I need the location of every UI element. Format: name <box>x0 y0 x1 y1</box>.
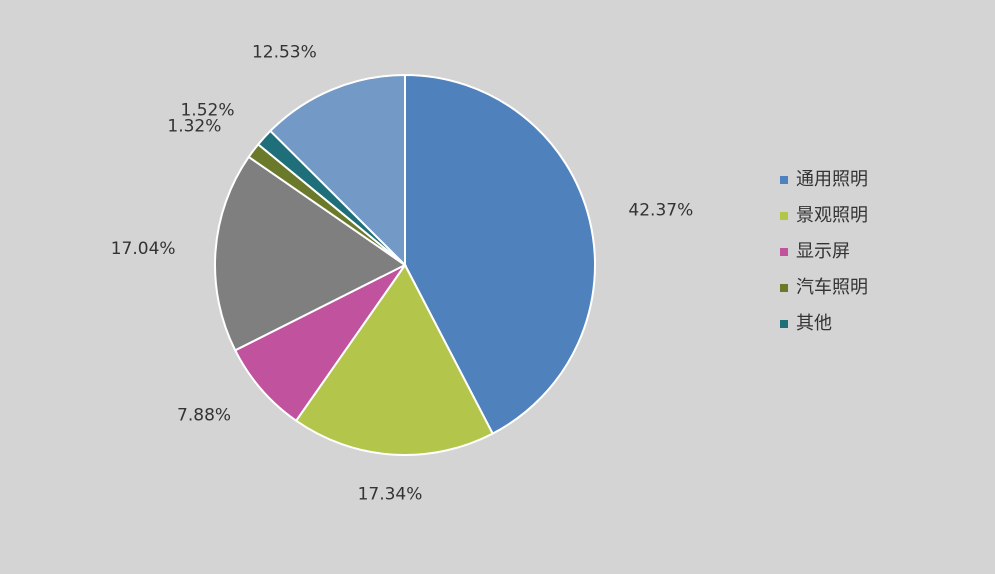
legend-label: 汽车照明 <box>796 277 868 298</box>
data-label: 12.53% <box>252 43 317 63</box>
legend-label: 显示屏 <box>796 241 850 262</box>
data-label: 17.34% <box>358 485 423 505</box>
data-label: 42.37% <box>628 200 693 220</box>
legend-label: 景观照明 <box>796 205 868 226</box>
legend-marker <box>780 320 788 328</box>
legend-marker <box>780 284 788 292</box>
data-label: 17.04% <box>111 239 176 259</box>
legend-marker <box>780 248 788 256</box>
legend-label: 通用照明 <box>796 169 868 190</box>
data-label: 1.52% <box>180 101 234 121</box>
legend-marker <box>780 212 788 220</box>
legend-marker <box>780 176 788 184</box>
data-label: 7.88% <box>177 405 231 425</box>
legend-label: 其他 <box>796 313 832 334</box>
chart: 42.37%17.34%7.88%17.04%1.32%1.52%12.53%通… <box>0 0 995 574</box>
